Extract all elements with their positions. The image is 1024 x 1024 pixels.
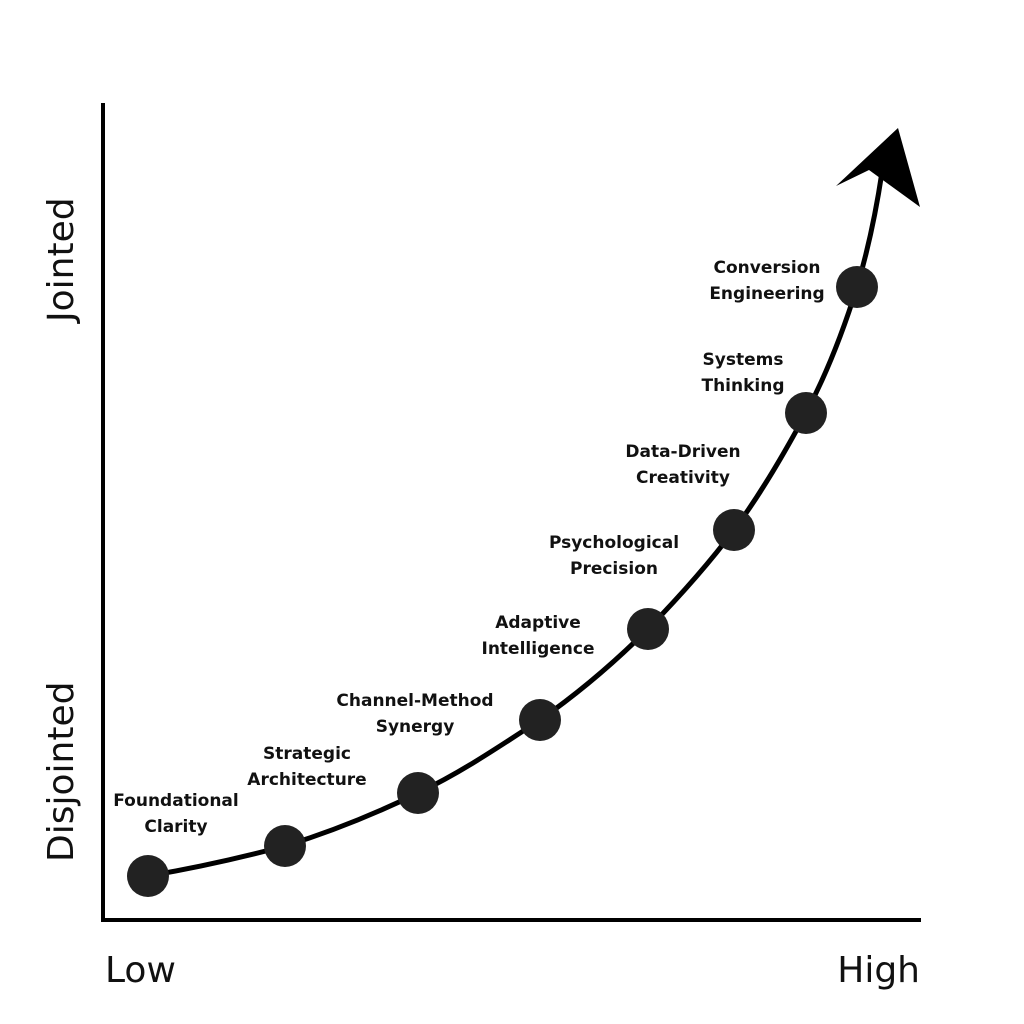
stage-label-line2: Creativity [636,468,730,488]
stage-label-5: Psychological Precision [549,533,679,579]
stage-label-line2: Clarity [144,817,207,837]
stage-label-8: Conversion Engineering [709,258,824,304]
stage-label-3: Channel-Method Synergy [336,691,493,737]
stage-label-6: Data-Driven Creativity [625,442,740,488]
stage-label-1: Foundational Clarity [113,791,238,837]
stage-label-line1: Data-Driven [625,442,740,462]
stage-dot-8 [836,266,878,308]
stage-label-2: Strategic Architecture [247,744,366,790]
stage-label-line2: Precision [570,559,658,579]
stage-label-line1: Strategic [263,744,351,764]
stage-label-line1: Channel-Method [336,691,493,711]
stage-dot-2 [264,825,306,867]
stage-label-line2: Synergy [376,717,455,737]
stage-dot-7 [785,392,827,434]
stage-label-line2: Engineering [709,284,824,304]
stage-label-line1: Foundational [113,791,238,811]
stage-label-line1: Psychological [549,533,679,553]
stage-label-line2: Intelligence [482,639,595,659]
x-axis-high-label: High [837,950,920,991]
stage-label-line1: Conversion [714,258,821,278]
y-axis-low-label: Disjointed [41,682,82,862]
stage-label-line2: Thinking [701,376,784,396]
stage-dot-1 [127,855,169,897]
stage-dot-4 [519,699,561,741]
stage-label-line1: Adaptive [495,613,581,633]
stage-label-line1: Systems [703,350,784,370]
stage-dot-3 [397,772,439,814]
stage-label-line2: Architecture [247,770,366,790]
x-axis-low-label: Low [105,950,176,991]
stage-dot-6 [713,509,755,551]
stage-label-4: Adaptive Intelligence [482,613,595,659]
stage-label-7: Systems Thinking [701,350,784,396]
stages-layer: Foundational Clarity Strategic Architecture… [113,258,878,897]
y-axis-high-label: Jointed [41,197,82,324]
arrowhead-icon [836,128,920,207]
stage-dot-5 [627,608,669,650]
